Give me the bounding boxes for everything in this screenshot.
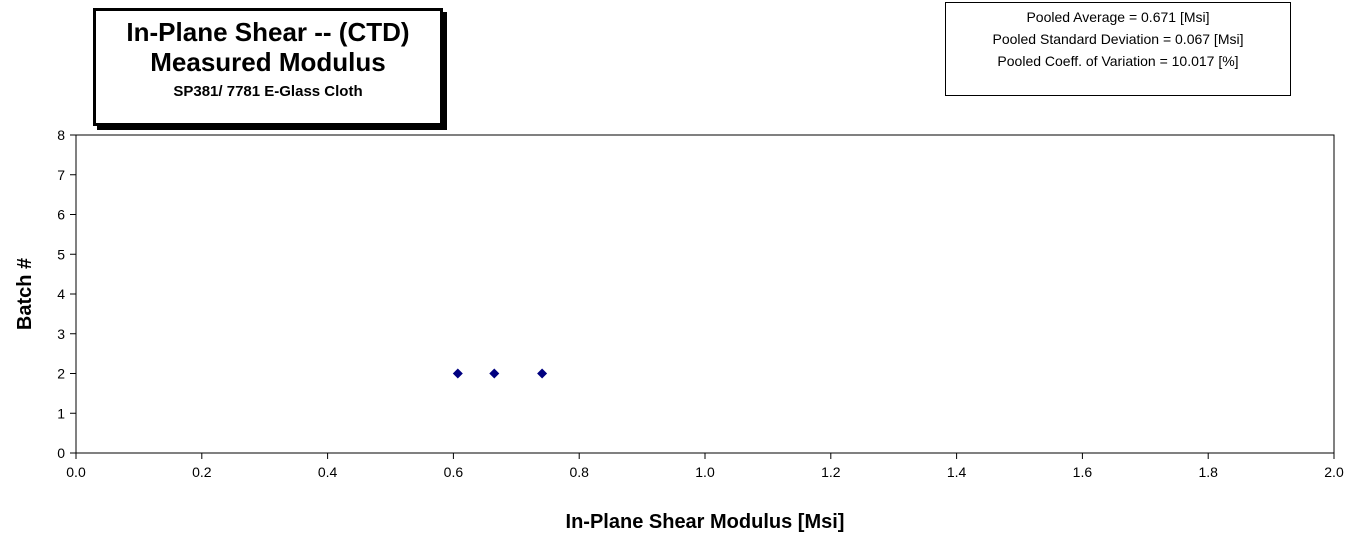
y-tick-label: 6	[57, 207, 65, 223]
x-tick-label: 1.6	[1073, 464, 1093, 480]
chart-title-line1: In-Plane Shear -- (CTD)	[126, 17, 410, 47]
y-axis-ticks: 0 1 2 3 4 5 6 7 8	[57, 127, 76, 461]
chart-title-box: In-Plane Shear -- (CTD) Measured Modulus…	[93, 8, 443, 126]
data-points	[452, 368, 548, 379]
x-tick-label: 1.4	[947, 464, 967, 480]
y-tick-label: 7	[57, 167, 65, 183]
y-tick-label: 2	[57, 366, 65, 382]
y-tick-label: 3	[57, 326, 65, 342]
x-tick-label: 0.4	[318, 464, 338, 480]
chart-title-line2: Measured Modulus	[150, 47, 386, 77]
data-point-marker	[489, 368, 500, 379]
data-point-marker	[452, 368, 463, 379]
x-tick-label: 0.0	[66, 464, 86, 480]
x-tick-label: 1.0	[695, 464, 715, 480]
data-point-marker	[537, 368, 548, 379]
y-tick-label: 1	[57, 405, 65, 421]
y-tick-label: 5	[57, 246, 65, 262]
x-tick-label: 2.0	[1324, 464, 1344, 480]
y-tick-label: 8	[57, 127, 65, 143]
y-axis-label: Batch #	[14, 258, 36, 330]
pooled-average-text: Pooled Average = 0.671 [Msi]	[1026, 9, 1210, 25]
x-tick-label: 0.8	[569, 464, 589, 480]
x-axis-ticks: 0.0 0.2 0.4 0.6 0.8 1.0 1.2 1.4 1.6 1.8 2.0	[66, 453, 1344, 480]
x-tick-label: 0.6	[444, 464, 464, 480]
x-tick-label: 1.2	[821, 464, 841, 480]
y-tick-label: 0	[57, 445, 65, 461]
chart-subtitle: SP381/ 7781 E-Glass Cloth	[173, 83, 363, 100]
x-tick-label: 0.2	[192, 464, 212, 480]
plot-area-frame	[75, 134, 1335, 454]
pooled-cov-text: Pooled Coeff. of Variation = 10.017 [%]	[997, 53, 1239, 69]
x-axis-label: In-Plane Shear Modulus [Msi]	[566, 511, 845, 533]
pooled-std-dev-text: Pooled Standard Deviation = 0.067 [Msi]	[992, 31, 1244, 47]
x-tick-label: 1.8	[1198, 464, 1218, 480]
pooled-stats-box: Pooled Average = 0.671 [Msi] Pooled Stan…	[945, 2, 1291, 96]
y-tick-label: 4	[57, 286, 65, 302]
